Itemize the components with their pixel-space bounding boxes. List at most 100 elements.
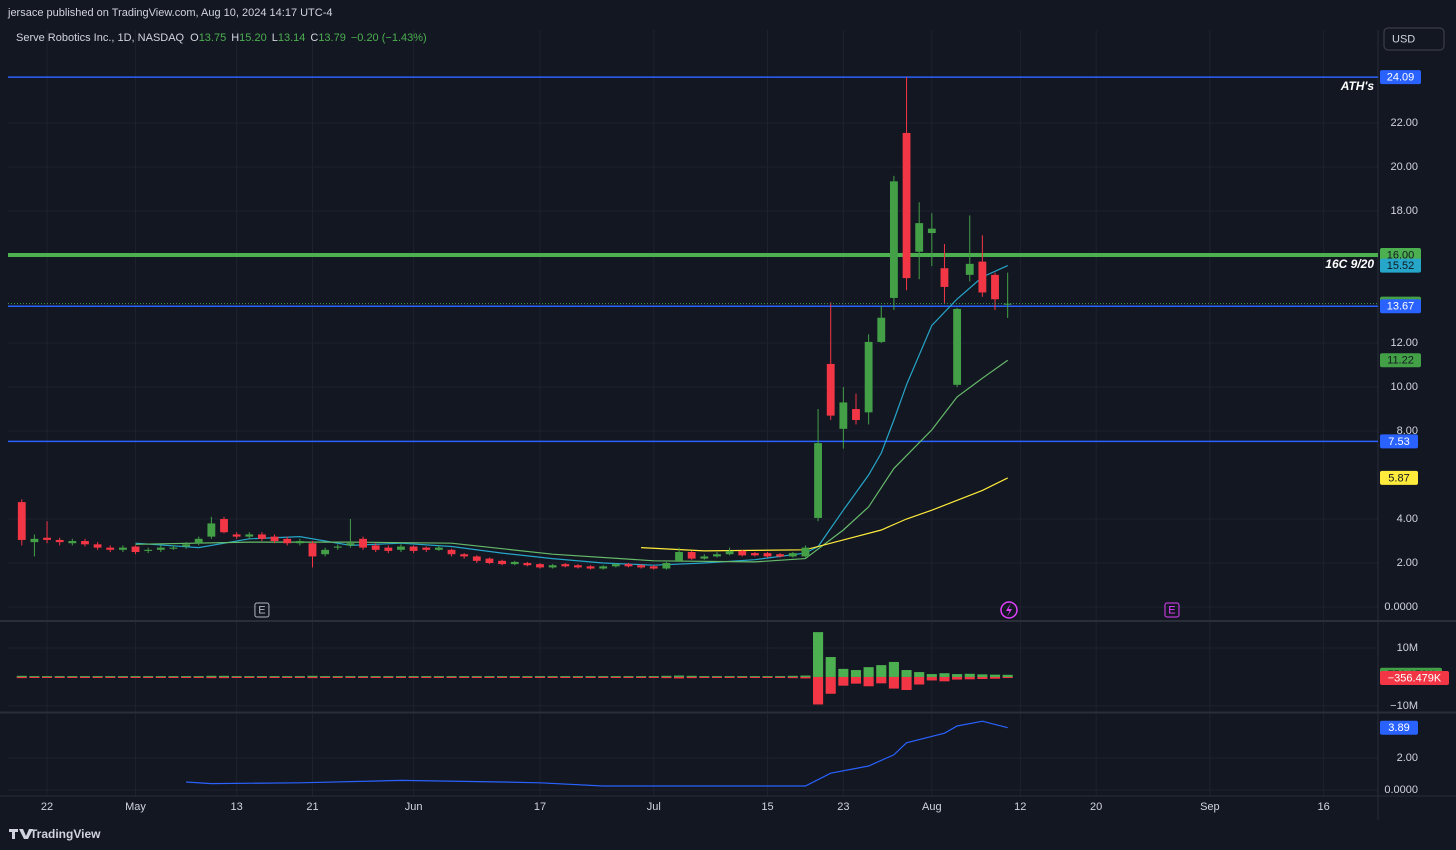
candle-body [397,546,405,550]
candle-body [776,554,785,557]
volume-bar [193,676,204,678]
volume-bar [244,676,255,678]
volume-bar [509,676,520,678]
volume-bar [825,676,836,694]
volume-bar [218,675,230,677]
volume-bar [307,675,318,677]
volume-bar [130,676,141,678]
volume-bar [320,676,331,678]
candle-body [826,363,835,416]
volume-bar [775,676,786,678]
volume-bar [673,676,685,679]
candle-body [965,263,974,275]
x-tick-label: 20 [1090,801,1102,813]
candle-body [245,534,254,537]
volume-bar [813,676,824,705]
x-tick-label: 15 [761,801,773,813]
price-badge [1380,671,1449,686]
volume-bar [130,676,141,678]
volume-bar [446,676,457,678]
volume-bar [294,676,305,678]
candle-body [675,552,683,561]
volume-bar [939,673,950,677]
candle-body [889,181,898,298]
volume-bar [560,676,571,678]
currency-label[interactable]: USD [1392,33,1415,45]
candle-body [207,523,216,537]
candle-body [586,566,595,569]
dividend-icon[interactable] [1000,601,1018,619]
y-tick-label: 10.00 [1390,381,1418,393]
plot: 22 May 13 21 Jun 17 Jul 15 23 Aug 12 20 Sep 16 0.0000 2… [8,70,1449,813]
volume-bar [370,676,381,678]
volume-bar [269,676,280,678]
volume-bar [433,676,444,678]
volume-bar [572,676,583,678]
volume-bar [497,676,508,678]
y-tick-label: 20.00 [1390,161,1418,173]
candle-body [460,554,469,557]
currency-button[interactable] [1383,27,1445,51]
volume-bar [256,676,267,678]
volume-bar [446,676,457,678]
volume-bar [332,676,343,678]
price-badge [1380,248,1421,263]
dividend-bolt [1006,603,1012,617]
volume-bar [850,676,862,684]
volume-bar [143,676,154,678]
volume-bar [29,676,40,678]
volume-bar [838,676,849,686]
volume-bar [724,676,735,678]
volume-bar [320,676,331,678]
candle-body [611,564,620,567]
volume-bar [977,674,988,677]
ohlc-value: 13.75 [199,32,227,44]
x-tick-label: 22 [41,801,53,813]
volume-bar [332,676,343,678]
candle-body [346,543,355,546]
candle-body [902,132,911,279]
x-tick-label: Jul [647,801,661,813]
x-tick-label: 21 [306,801,318,813]
volume-bar [989,676,1001,679]
candle-body [220,519,228,533]
volume-bar [711,676,723,678]
volume-bar [534,676,546,678]
volume-bar [155,676,166,678]
candle-body [93,544,102,548]
candle-body [801,547,810,557]
volume-bar [383,676,394,678]
volume-bar [54,676,65,678]
volume-bar [294,676,305,678]
volume-bar [585,676,596,678]
price-badge [1380,70,1421,85]
volume-bar [509,676,520,678]
volume-bar [92,676,103,678]
x-tick-label: 13 [231,801,243,813]
volume-bar [699,676,710,678]
y-tick-label: 0.0000 [1384,784,1418,796]
volume-bar [395,676,407,678]
volume-bar [522,676,533,678]
candle-body [131,546,140,553]
volume-bar [914,676,925,685]
volume-bar [636,676,647,678]
volume-bar [54,676,65,678]
candle-body [649,566,658,569]
candle-body [662,563,671,569]
volume-bar [256,676,267,678]
y-tick-label: 4.00 [1397,513,1418,525]
price-badge-label: 5.87 [1388,472,1409,484]
volume-bar [749,676,760,678]
volume-bar [16,675,27,677]
volume-bar [572,676,583,678]
volume-bar [737,676,748,678]
volume-bar [888,676,899,689]
volume-bar [459,676,470,678]
volume-bar [952,674,963,677]
candle-body [839,402,848,429]
volume-bar [269,676,280,678]
candle-body [333,546,342,548]
